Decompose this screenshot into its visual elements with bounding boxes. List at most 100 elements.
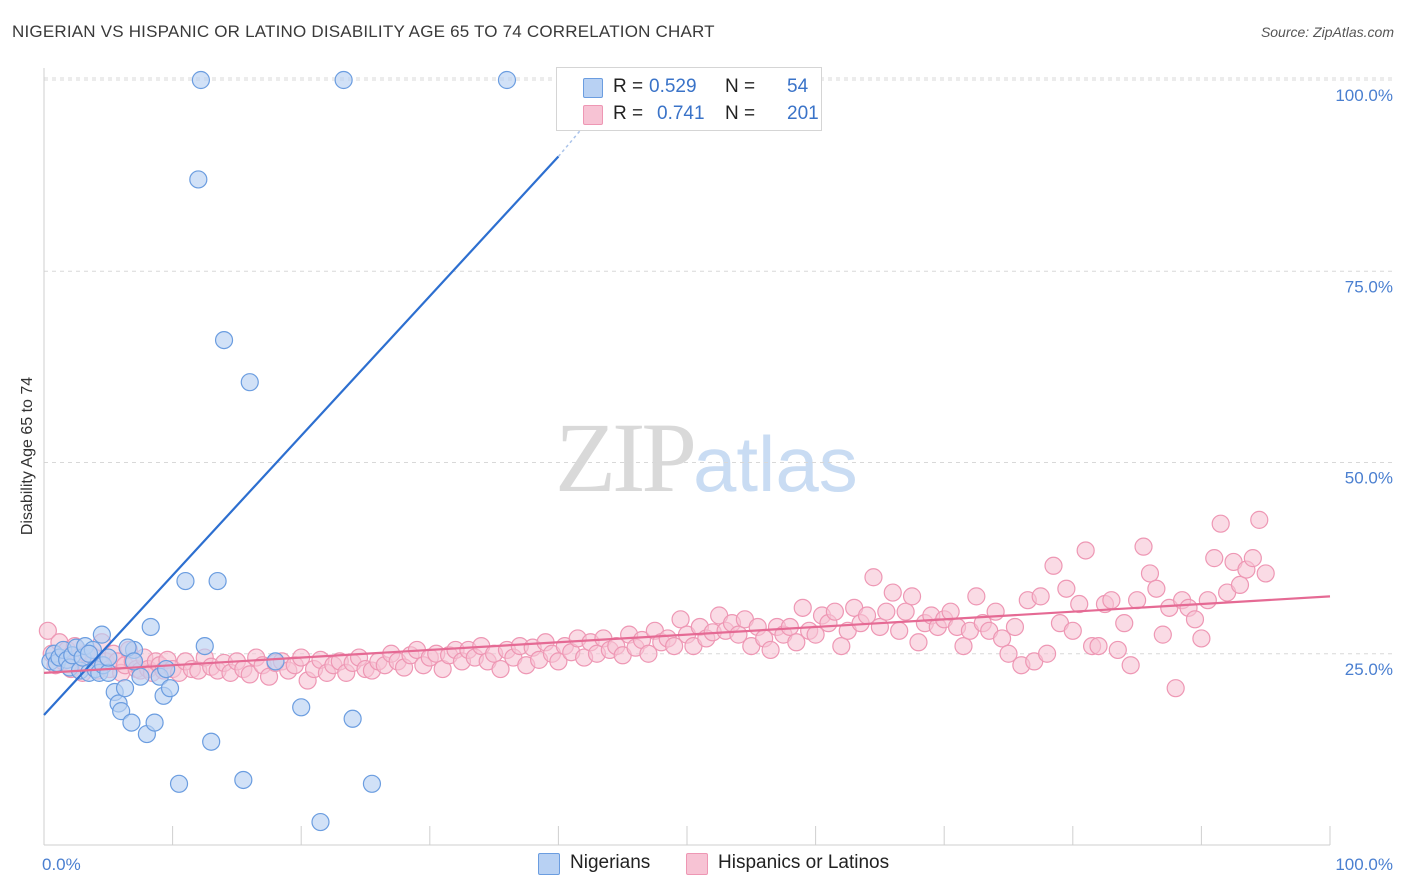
hispanic-data-point xyxy=(967,587,986,606)
hispanic-data-point xyxy=(1031,587,1050,606)
trend-lines-layer xyxy=(43,125,1331,716)
bottom-legend-label: Hispanics or Latinos xyxy=(718,852,890,873)
hispanic-data-point xyxy=(1108,640,1127,660)
nigerian-data-point xyxy=(99,648,118,667)
hispanic-data-point xyxy=(671,610,690,629)
hispanic-data-point xyxy=(787,633,806,652)
hispanic-data-point xyxy=(832,636,851,656)
x-tick-label-min: 0.0% xyxy=(42,855,81,874)
nigerian-points-layer xyxy=(41,70,517,832)
hispanic-data-point xyxy=(1057,579,1076,598)
hispanic-data-point xyxy=(1121,656,1140,675)
hispanic-data-point xyxy=(1243,549,1262,568)
nigerian-data-point xyxy=(191,70,210,90)
legend-n-value: 54 xyxy=(787,76,809,97)
hispanic-data-point xyxy=(549,652,568,671)
hispanic-data-point xyxy=(1205,549,1224,568)
hispanic-data-point xyxy=(780,617,799,637)
nigerian-data-point xyxy=(292,698,311,717)
hispanic-data-point xyxy=(941,602,960,621)
hispanic-data-point xyxy=(870,617,890,637)
hispanic-data-point xyxy=(1198,591,1217,610)
hispanic-data-point xyxy=(761,640,780,660)
nigerian-data-point xyxy=(145,713,164,732)
hispanic-data-point xyxy=(1185,610,1205,629)
hispanic-data-point xyxy=(1076,541,1095,560)
tick-labels-layer: 25.0% 50.0% 75.0% 100.0% 0.0% 100.0% xyxy=(42,86,1393,874)
legend-n-label: N = xyxy=(725,76,756,97)
y-tick-label: 25.0% xyxy=(1345,660,1393,679)
hispanic-data-point xyxy=(1256,564,1275,583)
hispanic-data-point xyxy=(1115,614,1134,633)
nigerian-trend-extension xyxy=(557,125,585,157)
legend-swatch-blue xyxy=(583,78,603,98)
hispanic-data-point xyxy=(1230,575,1250,595)
hispanic-data-point xyxy=(38,621,57,640)
hispanic-points-layer xyxy=(38,510,1275,698)
nigerian-data-point xyxy=(266,652,285,671)
hispanic-data-point xyxy=(1140,564,1160,583)
nigerian-data-point xyxy=(141,617,160,637)
hispanic-data-point xyxy=(890,621,909,640)
hispanic-data-point xyxy=(1166,679,1185,698)
correlation-legend: R = 0.529 N = 54 R = 0.741 N = 201 xyxy=(556,67,822,131)
nigerian-data-point xyxy=(157,659,176,679)
hispanic-data-point xyxy=(1153,625,1172,644)
nigerian-data-point xyxy=(195,636,214,656)
y-tick-label: 75.0% xyxy=(1345,277,1393,296)
axis-layer xyxy=(43,68,1331,846)
legend-r-value: 0.741 xyxy=(657,103,705,124)
nigerian-data-point xyxy=(176,571,195,591)
hispanic-data-point xyxy=(864,568,883,587)
hispanic-data-point xyxy=(999,644,1018,663)
nigerian-data-point xyxy=(99,663,118,682)
nigerian-data-point xyxy=(334,70,353,90)
chart-source: Source: ZipAtlas.com xyxy=(1260,24,1394,40)
hispanic-data-point xyxy=(1147,579,1166,598)
bottom-legend-swatch-pink xyxy=(686,853,708,875)
hispanic-trend-line xyxy=(43,595,1331,674)
nigerian-data-point xyxy=(497,70,517,90)
nigerian-data-point xyxy=(202,732,221,751)
watermark-sub: atlas xyxy=(693,420,858,508)
hispanic-data-point xyxy=(902,587,922,606)
watermark: ZIPatlas xyxy=(555,400,858,515)
legend-r-value: 0.529 xyxy=(649,76,697,97)
hispanic-data-point xyxy=(896,602,915,621)
y-tick-label: 50.0% xyxy=(1345,469,1393,488)
legend-r-label: R = xyxy=(613,76,644,97)
hispanic-data-point xyxy=(1005,617,1025,637)
hispanic-data-point xyxy=(954,636,973,656)
hispanic-data-point xyxy=(240,665,259,684)
nigerian-data-point xyxy=(189,170,208,189)
hispanic-data-point xyxy=(1070,594,1089,614)
hispanic-data-point xyxy=(825,602,844,621)
legend-n-label: N = xyxy=(725,103,756,124)
hispanic-data-point xyxy=(877,602,896,621)
chart-title: NIGERIAN VS HISPANIC OR LATINO DISABILIT… xyxy=(12,22,715,41)
nigerian-data-point xyxy=(240,373,259,392)
nigerian-data-point xyxy=(214,331,234,350)
hispanic-data-point xyxy=(665,636,684,656)
hispanic-data-point xyxy=(639,644,658,663)
nigerian-trend-line xyxy=(43,155,560,716)
nigerian-data-point xyxy=(311,812,330,832)
nigerian-data-point xyxy=(362,774,382,793)
legend-swatch-pink xyxy=(583,105,603,125)
nigerian-data-point xyxy=(92,625,111,644)
nigerian-data-point xyxy=(160,679,180,698)
nigerian-data-point xyxy=(115,679,135,698)
hispanic-data-point xyxy=(1044,556,1063,575)
hispanic-data-point xyxy=(793,598,812,617)
hispanic-data-point xyxy=(1211,514,1230,533)
hispanic-data-point xyxy=(909,633,928,652)
nigerian-data-point xyxy=(79,644,99,663)
nigerian-data-point xyxy=(234,770,253,790)
watermark-main: ZIP xyxy=(555,402,697,513)
hispanic-data-point xyxy=(1127,591,1147,610)
nigerian-data-point xyxy=(169,774,189,793)
x-tick-label-max: 100.0% xyxy=(1335,855,1393,874)
hispanic-data-point xyxy=(491,659,510,679)
nigerian-data-point xyxy=(122,713,141,732)
